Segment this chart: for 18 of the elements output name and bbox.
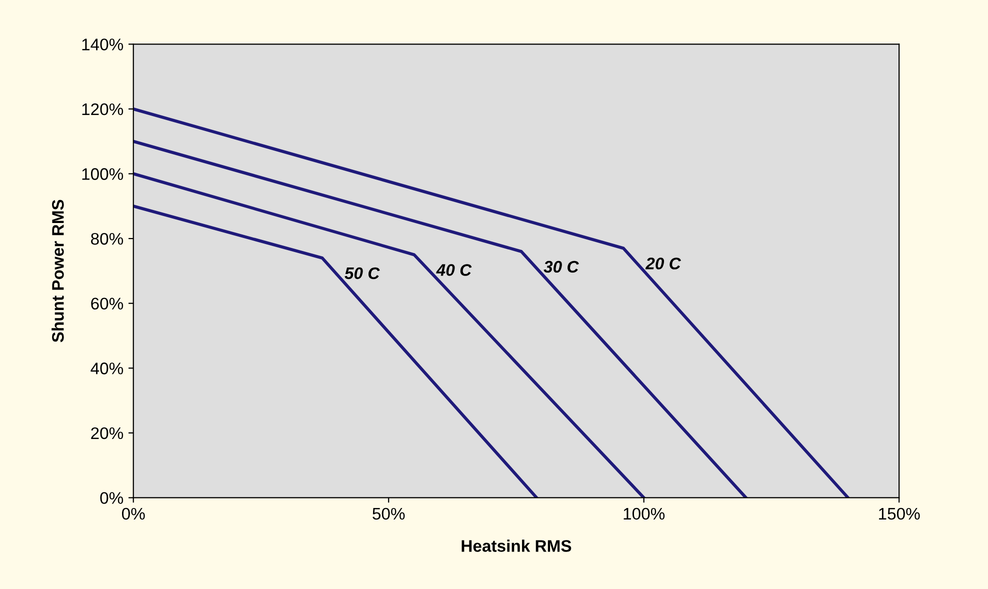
x-tick-label: 100% — [624, 508, 665, 520]
x-tick-label: 150% — [879, 508, 920, 520]
y-tick-label: 20% — [91, 427, 124, 440]
series-label: 20 C — [645, 258, 682, 270]
y-tick-label: 100% — [82, 168, 124, 180]
x-axis-title: Heatsink RMS — [462, 540, 572, 552]
y-tick-label: 40% — [90, 362, 124, 374]
series-label: 50 C — [344, 267, 380, 280]
series-label: 30 C — [544, 260, 579, 273]
y-tick-label: 60% — [91, 298, 124, 310]
y-axis-title: Shunt Power RMS — [52, 200, 64, 342]
y-tick-label: 80% — [91, 232, 124, 245]
series-label: 40 C — [436, 264, 472, 276]
y-tick-label: 0% — [100, 492, 124, 504]
x-tick-label: 0% — [122, 508, 145, 520]
x-tick-label: 50% — [372, 508, 405, 520]
y-tick-label: 140% — [82, 38, 124, 50]
y-tick-label: 120% — [82, 103, 124, 116]
